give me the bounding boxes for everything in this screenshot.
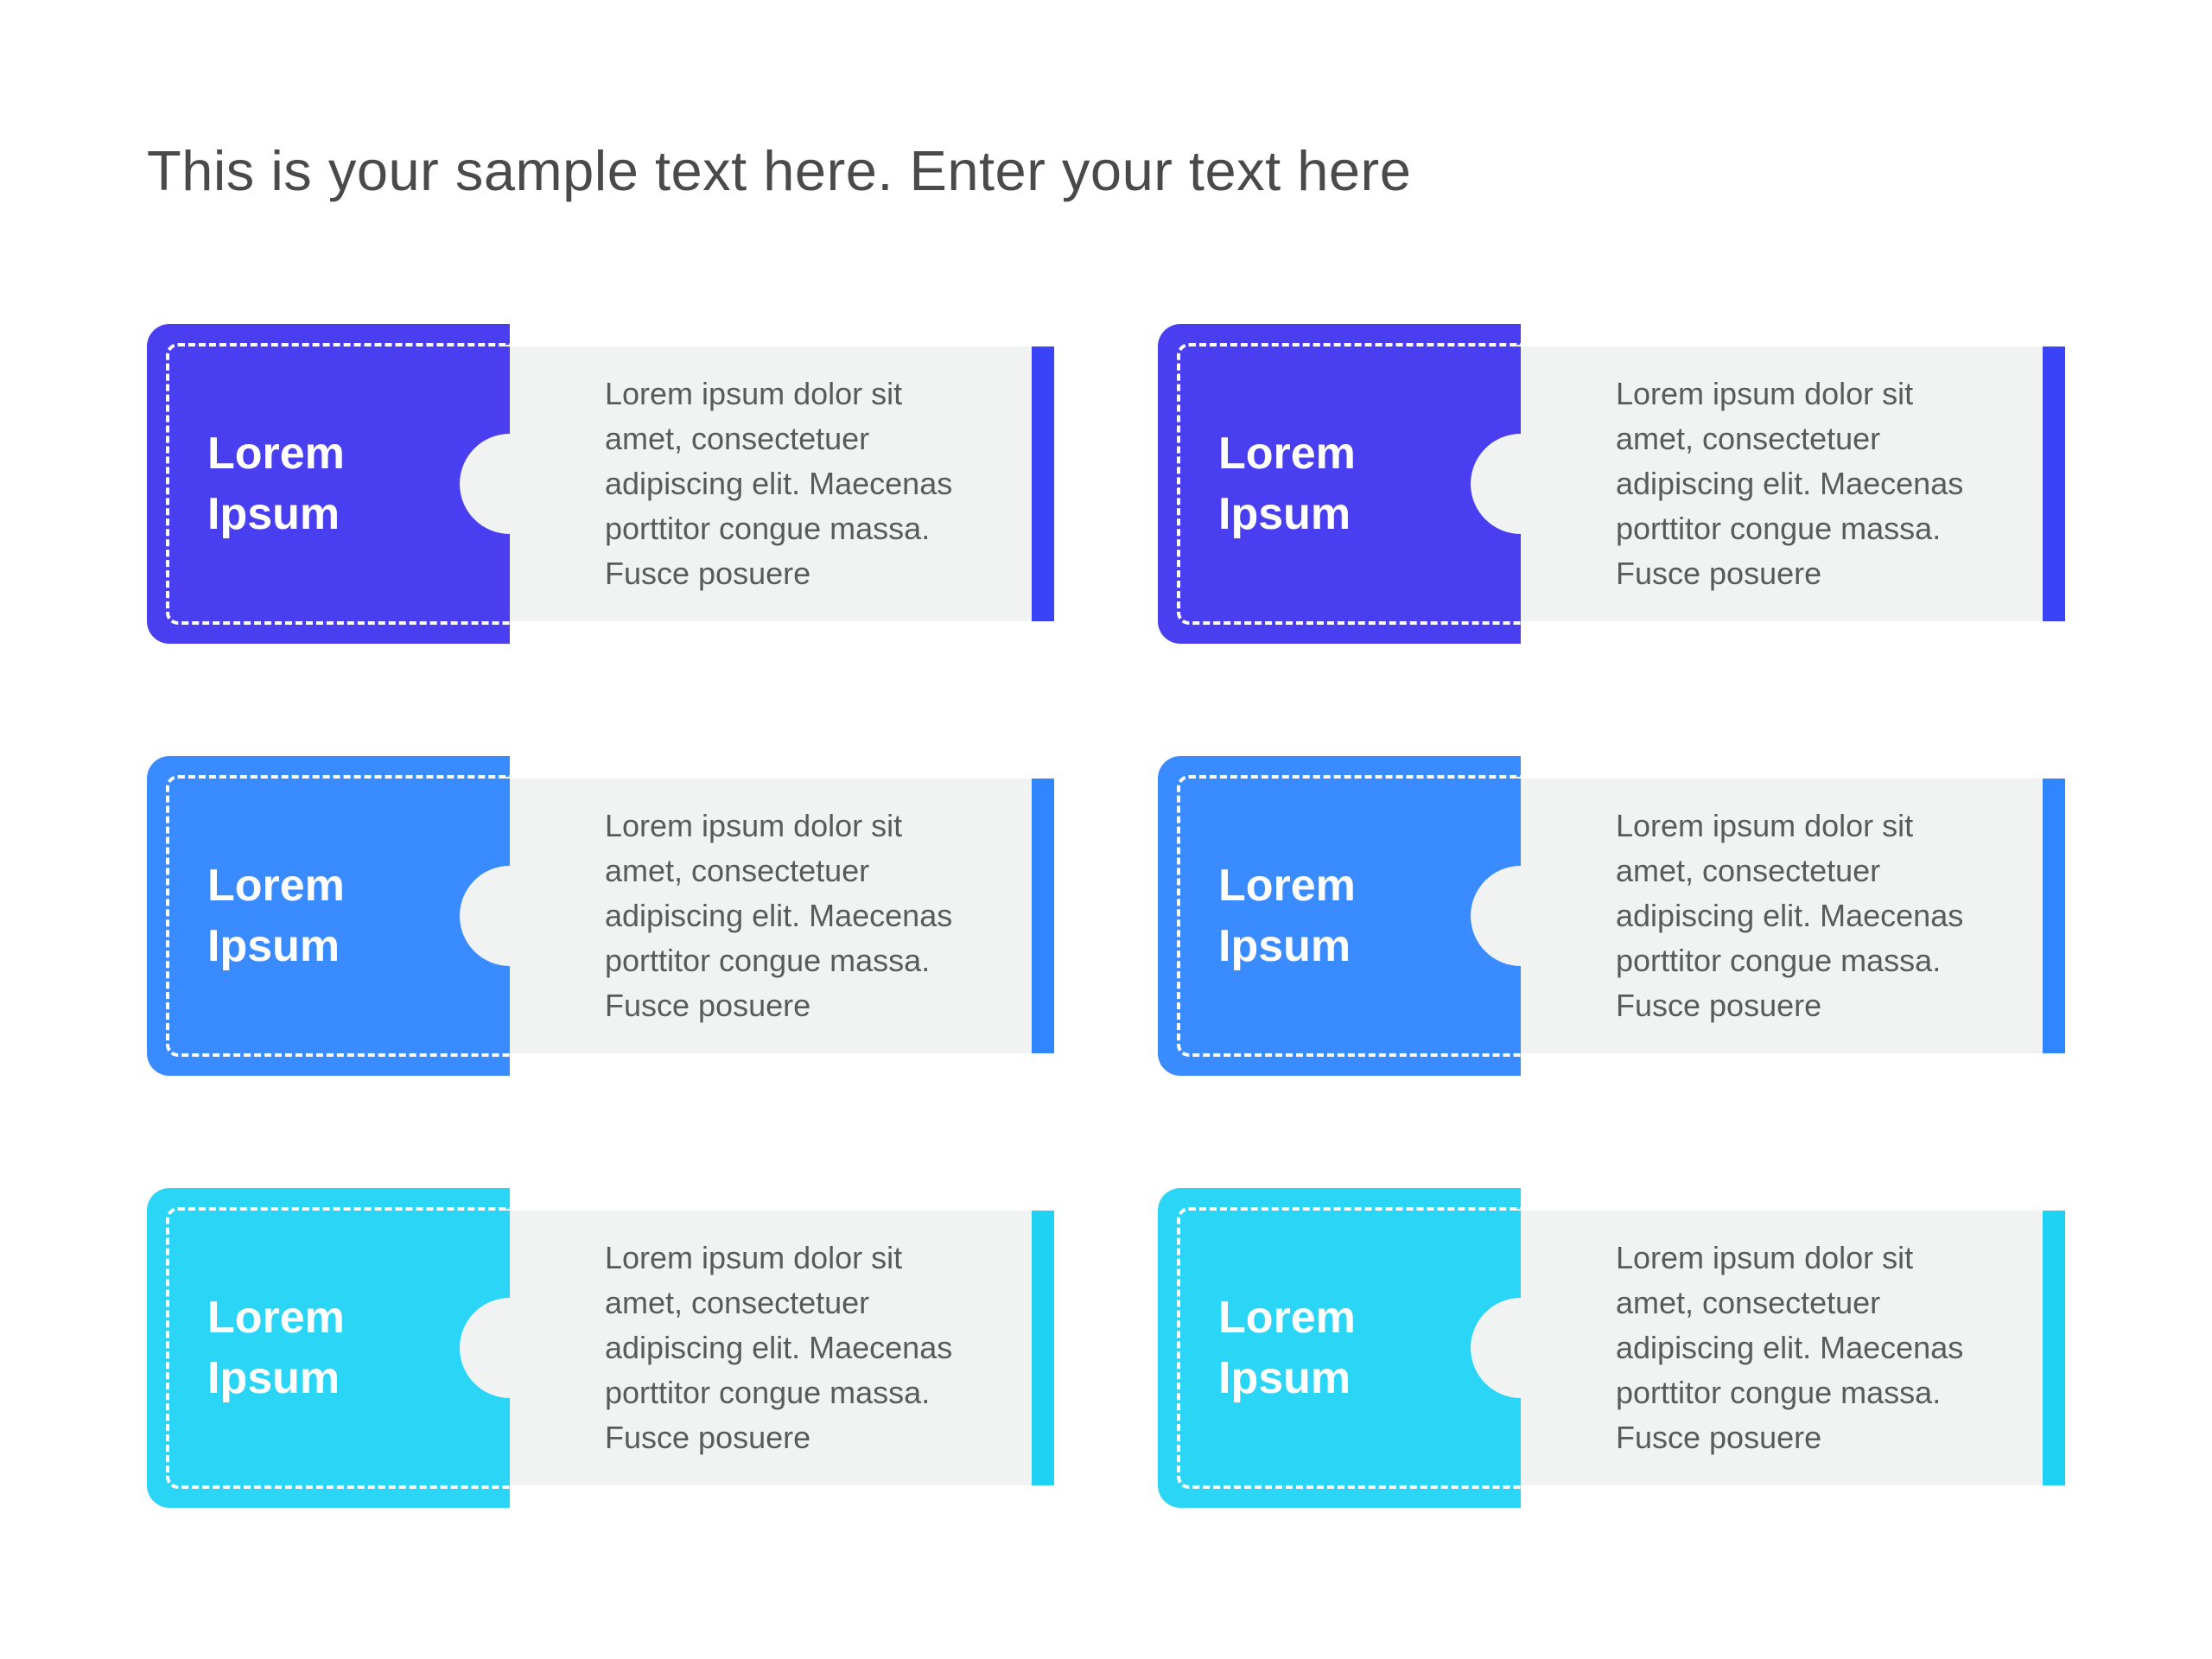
card-tab: Lorem Ipsum xyxy=(147,756,510,1076)
card-grid: Lorem Ipsum Lorem ipsum dolor sit amet, … xyxy=(147,324,2065,1508)
card-tab: Lorem Ipsum xyxy=(1158,324,1521,644)
card-accent-bar xyxy=(2043,346,2065,621)
info-card: Lorem Ipsum Lorem ipsum dolor sit amet, … xyxy=(147,324,1054,644)
card-title: Lorem Ipsum xyxy=(1218,423,1356,544)
card-body-text: Lorem ipsum dolor sit amet, consectetuer… xyxy=(1616,1236,1991,1461)
card-accent-bar xyxy=(1032,779,1054,1053)
info-card: Lorem Ipsum Lorem ipsum dolor sit amet, … xyxy=(1158,756,2065,1076)
card-accent-bar xyxy=(1032,1211,1054,1485)
info-card: Lorem Ipsum Lorem ipsum dolor sit amet, … xyxy=(147,1188,1054,1508)
card-title: Lorem Ipsum xyxy=(207,423,345,544)
card-accent-bar xyxy=(1032,346,1054,621)
slide-heading: This is your sample text here. Enter you… xyxy=(147,138,2065,203)
card-body-text: Lorem ipsum dolor sit amet, consectetuer… xyxy=(1616,804,1991,1029)
card-body-text: Lorem ipsum dolor sit amet, consectetuer… xyxy=(605,804,980,1029)
card-content: Lorem ipsum dolor sit amet, consectetuer… xyxy=(1521,346,2043,621)
card-content: Lorem ipsum dolor sit amet, consectetuer… xyxy=(1521,1211,2043,1485)
card-content: Lorem ipsum dolor sit amet, consectetuer… xyxy=(510,346,1032,621)
card-tab: Lorem Ipsum xyxy=(1158,1188,1521,1508)
card-title: Lorem Ipsum xyxy=(1218,855,1356,976)
card-body-text: Lorem ipsum dolor sit amet, consectetuer… xyxy=(1616,372,1991,597)
card-title: Lorem Ipsum xyxy=(207,855,345,976)
info-card: Lorem Ipsum Lorem ipsum dolor sit amet, … xyxy=(1158,324,2065,644)
card-content: Lorem ipsum dolor sit amet, consectetuer… xyxy=(1521,779,2043,1053)
info-card: Lorem Ipsum Lorem ipsum dolor sit amet, … xyxy=(147,756,1054,1076)
card-content: Lorem ipsum dolor sit amet, consectetuer… xyxy=(510,779,1032,1053)
card-title: Lorem Ipsum xyxy=(1218,1287,1356,1408)
info-card: Lorem Ipsum Lorem ipsum dolor sit amet, … xyxy=(1158,1188,2065,1508)
card-body-text: Lorem ipsum dolor sit amet, consectetuer… xyxy=(605,372,980,597)
card-tab: Lorem Ipsum xyxy=(147,1188,510,1508)
slide-canvas: This is your sample text here. Enter you… xyxy=(0,0,2212,1659)
card-accent-bar xyxy=(2043,1211,2065,1485)
card-tab: Lorem Ipsum xyxy=(1158,756,1521,1076)
card-accent-bar xyxy=(2043,779,2065,1053)
card-content: Lorem ipsum dolor sit amet, consectetuer… xyxy=(510,1211,1032,1485)
card-body-text: Lorem ipsum dolor sit amet, consectetuer… xyxy=(605,1236,980,1461)
card-tab: Lorem Ipsum xyxy=(147,324,510,644)
card-title: Lorem Ipsum xyxy=(207,1287,345,1408)
